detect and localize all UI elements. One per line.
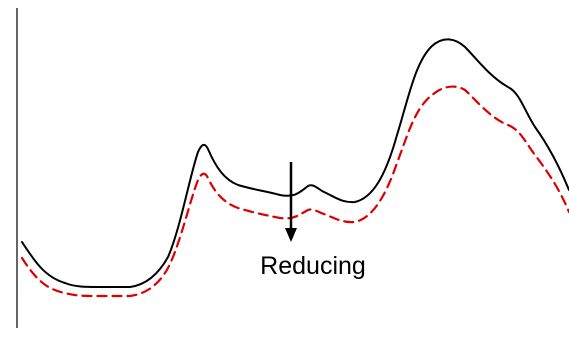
arrow-head (285, 228, 297, 242)
upper-curve-solid (21, 38, 569, 288)
reducing-label: Reducing (260, 252, 366, 280)
reducing-arrow (285, 162, 297, 242)
lower-curve-dashed (20, 85, 569, 298)
